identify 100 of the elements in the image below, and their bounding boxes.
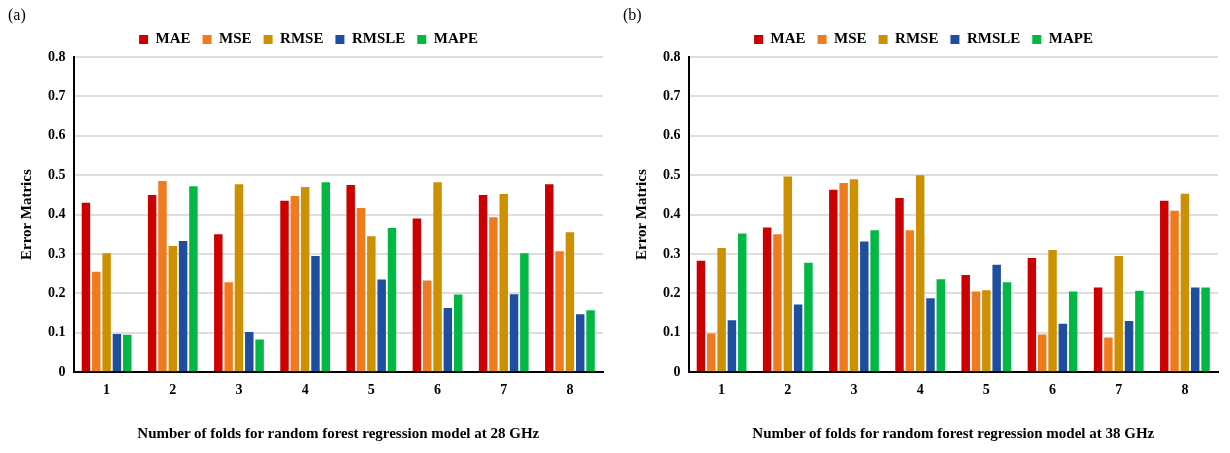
- y-tick-label: 0.4: [663, 206, 681, 222]
- x-tick-label: 2: [169, 382, 177, 398]
- bar: [1191, 287, 1200, 372]
- y-tick-label: 0: [58, 363, 66, 379]
- bar: [961, 274, 970, 372]
- x-tick-label: 7: [1115, 382, 1123, 398]
- y-tick-label: 0.8: [663, 48, 681, 64]
- bar: [576, 314, 585, 372]
- text: (a): [8, 6, 26, 25]
- bar: [586, 310, 595, 372]
- y-axis-title: Error Matrics: [17, 169, 34, 260]
- bar: [762, 227, 772, 372]
- bar: [727, 320, 737, 372]
- bar: [971, 291, 981, 372]
- legend-label: MSE: [219, 30, 252, 47]
- bar: [992, 264, 1001, 372]
- x-tick-label: 6: [1049, 382, 1057, 398]
- bar: [849, 179, 859, 372]
- bar: [387, 228, 397, 372]
- bar: [1124, 320, 1134, 372]
- y-tick-label: 0: [673, 363, 681, 379]
- bar: [1093, 287, 1103, 372]
- bar: [783, 176, 793, 372]
- y-tick-label: 0.6: [48, 127, 66, 143]
- bar: [870, 230, 879, 372]
- bar: [555, 251, 564, 372]
- bar: [290, 196, 300, 372]
- bar: [311, 255, 320, 372]
- y-axis-title: Error Matrics: [632, 169, 649, 260]
- bar: [433, 182, 442, 372]
- legend-label: MAPE: [1048, 30, 1093, 47]
- bar: [189, 186, 198, 372]
- bar: [707, 333, 716, 372]
- bar: [793, 304, 803, 372]
- bar: [829, 189, 838, 372]
- bar: [499, 194, 508, 372]
- x-tick-label: 7: [500, 382, 508, 398]
- bar: [224, 282, 233, 372]
- bar: [509, 294, 519, 372]
- bar: [520, 253, 529, 372]
- x-tick-label: 3: [850, 382, 858, 398]
- bar: [804, 262, 813, 372]
- x-tick-label: 2: [784, 382, 792, 398]
- bar: [300, 187, 310, 372]
- bar: [321, 182, 331, 372]
- bar: [112, 333, 122, 372]
- y-tick-label: 0.1: [663, 324, 681, 340]
- y-tick-label: 0.7: [48, 88, 66, 104]
- bar: [738, 233, 747, 372]
- bar: [147, 194, 157, 372]
- bar: [860, 241, 869, 372]
- bar: [412, 218, 422, 372]
- legend-label: RMSLE: [351, 30, 406, 47]
- bar: [1002, 282, 1012, 372]
- legend-label: MSE: [834, 30, 867, 47]
- bar: [1114, 255, 1123, 372]
- bar: [234, 184, 244, 372]
- bar: [696, 260, 706, 372]
- bar: [717, 248, 726, 372]
- bar: [422, 280, 432, 372]
- bar: [214, 234, 223, 372]
- y-tick-label: 0.5: [48, 166, 66, 182]
- text: (b): [623, 6, 642, 25]
- bar: [255, 339, 264, 372]
- x-tick-label: 1: [103, 382, 111, 398]
- legend-label: RMSE: [895, 30, 939, 47]
- x-tick-label: 1: [718, 382, 726, 398]
- x-tick-label: 8: [1181, 382, 1189, 398]
- bar: [1180, 193, 1190, 372]
- y-tick-label: 0.4: [48, 206, 66, 222]
- bar: [1068, 291, 1078, 372]
- x-tick-label: 4: [301, 382, 309, 398]
- legend-label: RMSLE: [966, 30, 1021, 47]
- bar: [168, 246, 178, 372]
- x-tick-label: 3: [235, 382, 243, 398]
- bar: [92, 271, 101, 372]
- bar: [158, 181, 167, 372]
- bar: [905, 230, 915, 372]
- bar: [478, 194, 488, 372]
- bar: [1104, 337, 1113, 372]
- bar: [895, 198, 904, 372]
- y-tick-label: 0.1: [48, 324, 66, 340]
- bar: [81, 202, 91, 372]
- bar: [1201, 287, 1210, 372]
- x-tick-label: 5: [367, 382, 375, 398]
- legend-label: MAPE: [433, 30, 478, 47]
- y-tick-label: 0.5: [663, 166, 681, 182]
- bar: [839, 183, 848, 372]
- y-tick-label: 0.7: [663, 88, 681, 104]
- bar: [377, 279, 386, 372]
- bar: [1027, 257, 1037, 372]
- bar: [489, 217, 498, 372]
- x-tick-label: 8: [566, 382, 574, 398]
- bar: [545, 184, 554, 372]
- bar: [443, 307, 453, 372]
- bar: [123, 334, 132, 372]
- x-tick-label: 6: [434, 382, 442, 398]
- x-tick-label: 4: [916, 382, 924, 398]
- x-axis-title: Number of folds for random forest regression model at 28 GHz: [137, 424, 540, 441]
- bar: [982, 290, 991, 372]
